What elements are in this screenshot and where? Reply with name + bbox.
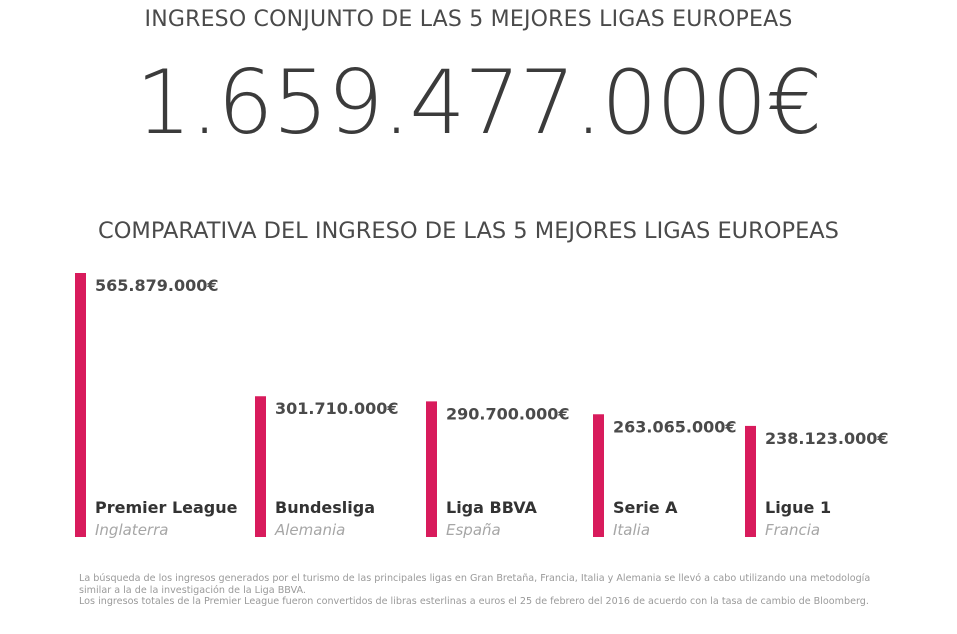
footnote: La búsqueda de los ingresos generados po… — [79, 573, 879, 608]
footnote-line-1: La búsqueda de los ingresos generados po… — [79, 573, 871, 596]
bar-3 — [426, 401, 437, 537]
bar-1 — [75, 273, 86, 537]
value-label-5: 238.123.000€ — [765, 429, 888, 448]
league-label-5: Ligue 1 — [765, 498, 831, 517]
footnote-line-2: Los ingresos totales de la Premier Leagu… — [79, 596, 869, 608]
country-label-5: Francia — [765, 521, 820, 539]
country-label-4: Italia — [613, 521, 650, 539]
bar-chart: 565.879.000€ Premier League Inglaterra 301.… — [75, 273, 888, 539]
chart-title: COMPARATIVA DEL INGRESO DE LAS 5 MEJORES… — [98, 218, 839, 244]
value-label-4: 263.065.000€ — [613, 417, 736, 436]
country-label-3: España — [446, 521, 501, 539]
value-label-1: 565.879.000€ — [95, 276, 218, 295]
page-title: INGRESO CONJUNTO DE LAS 5 MEJORES LIGAS … — [144, 7, 793, 32]
league-label-1: Premier League — [95, 498, 238, 517]
value-label-2: 301.710.000€ — [275, 399, 398, 418]
league-label-2: Bundesliga — [275, 498, 375, 517]
bar-5 — [745, 425, 756, 537]
bar-2 — [255, 396, 266, 537]
country-label-1: Inglaterra — [95, 521, 168, 539]
league-label-4: Serie A — [613, 498, 678, 517]
value-label-3: 290.700.000€ — [446, 404, 569, 423]
total-income: 1.659.477.000€ — [135, 51, 823, 154]
country-label-2: Alemania — [274, 521, 345, 539]
bar-4 — [593, 414, 604, 537]
league-label-3: Liga BBVA — [446, 498, 538, 517]
